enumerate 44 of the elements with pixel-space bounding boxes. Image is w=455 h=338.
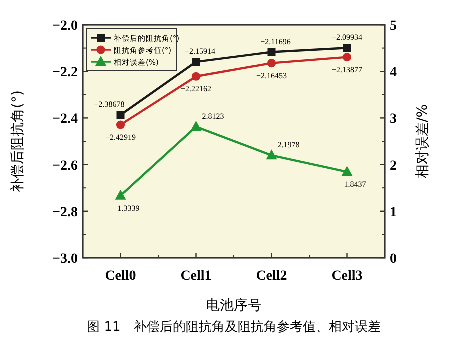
point — [192, 58, 200, 66]
y2-tick-label: 4 — [390, 66, 397, 81]
y-tick-label: −3.0 — [52, 252, 78, 267]
point — [343, 44, 352, 52]
y2-tick-label: 0 — [390, 252, 397, 267]
data-label: −2.11696 — [260, 37, 291, 46]
x-tick-label: Cell0 — [105, 269, 136, 284]
y-tick-label: −2.6 — [52, 158, 78, 174]
point — [342, 166, 353, 176]
y2-tick-label: 3 — [390, 112, 397, 128]
point — [266, 150, 278, 160]
data-label: −2.15914 — [184, 47, 216, 56]
data-label: 1.3339 — [118, 204, 140, 213]
y-tick-label: −2.8 — [52, 205, 78, 220]
y2-tick-label: 2 — [390, 158, 397, 174]
data-label: 2.8123 — [202, 112, 224, 121]
x-tick-label: Cell1 — [180, 269, 212, 284]
point — [115, 190, 126, 200]
point — [116, 111, 125, 120]
data-label: 2.1978 — [278, 140, 300, 150]
x-tick-label: Cell3 — [332, 269, 363, 284]
x-axis-title: 电池序号 — [206, 298, 262, 314]
data-label: 1.8437 — [344, 180, 366, 190]
y2-axis-title: 相对误差/% — [415, 104, 431, 179]
x-tick-label: Cell2 — [256, 269, 288, 284]
data-label: −2.22162 — [180, 84, 212, 94]
y-tick-label: −2.2 — [52, 66, 78, 81]
y-tick-label: −2.4 — [52, 112, 78, 128]
y-tick-label: −2.0 — [52, 19, 78, 34]
point — [268, 48, 276, 56]
y2-tick-label: 1 — [390, 205, 397, 220]
data-label: −2.16453 — [256, 71, 288, 80]
caption: 图 11 补偿后的阻抗角及阻抗角参考值、相对误差 — [87, 320, 381, 335]
point — [190, 120, 202, 131]
data-label: −2.42919 — [105, 133, 136, 142]
data-label: −2.09934 — [332, 33, 363, 42]
y2-tick-label: 5 — [390, 19, 397, 34]
y-axis-title: 补偿后阻抗角(°) — [10, 90, 26, 192]
data-label: −2.38678 — [94, 100, 125, 110]
point — [267, 59, 276, 68]
data-label: −2.13877 — [332, 65, 363, 74]
point — [342, 53, 352, 62]
point — [116, 120, 126, 130]
point — [192, 72, 201, 81]
